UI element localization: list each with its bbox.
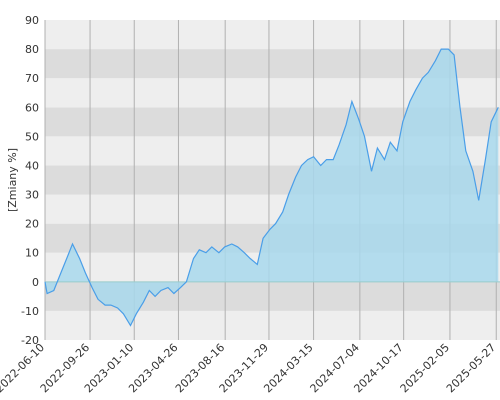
y-tick-label: 30 [25, 189, 39, 202]
area [45, 49, 499, 326]
y-tick-label: -20 [21, 334, 39, 347]
y-axis-label: [Zmiany %] [6, 148, 19, 212]
y-tick-label: 0 [32, 276, 39, 289]
y-tick-label: 10 [25, 247, 39, 260]
y-tick-label: 50 [25, 130, 39, 143]
grid-band [45, 49, 500, 79]
grid-band [45, 20, 500, 50]
y-tick-label: 20 [25, 218, 39, 231]
x-tick-label: 2025-05-27 [444, 341, 498, 395]
y-tick-label: 90 [25, 14, 39, 27]
y-tick-label: 60 [25, 101, 39, 114]
grid-band [45, 310, 500, 340]
line [44, 48, 499, 327]
y-tick-label: -10 [21, 305, 39, 318]
y-tick-label: 40 [25, 159, 39, 172]
y-tick-label: 70 [25, 72, 39, 85]
y-tick-label: 80 [25, 43, 39, 56]
